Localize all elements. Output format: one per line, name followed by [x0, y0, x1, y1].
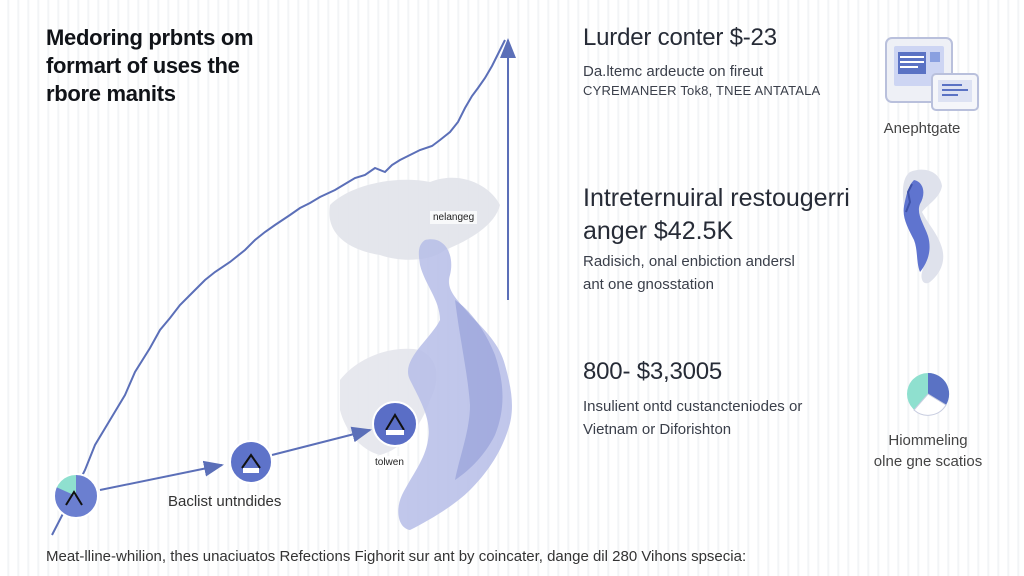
- vietnam-map-icon: [902, 169, 944, 284]
- section-3-line-2: Vietnam or Diforishton: [583, 421, 732, 438]
- trend-line: [51, 39, 506, 536]
- flow-arrow-1: [99, 460, 224, 491]
- section-3-icon-caption-line-2: olne gne scatios: [873, 453, 983, 470]
- map-region-north: [329, 177, 500, 260]
- map-label-south: tolwen: [372, 456, 407, 469]
- section-3-icon-caption: Hiommeling olne gne scatios: [852, 430, 1004, 472]
- flow-node-1: [53, 473, 99, 519]
- section-2-title-line-1: Intreternuiral restougerri: [583, 184, 850, 212]
- section-3-icon-caption-line-1: Hiommeling: [888, 432, 968, 449]
- section-2-line-1: Radisich, onal enbiction andersl: [583, 253, 795, 270]
- map-country-body: [398, 239, 512, 531]
- section-2-line-2: ant one gnosstation: [583, 276, 714, 293]
- flow-arrow-2: [271, 426, 372, 456]
- map-label-north: nelangeg: [430, 211, 478, 224]
- pie-chart-icon: [907, 372, 950, 416]
- section-1-icon-caption: Anephtgate: [883, 120, 961, 137]
- section-2-title: Intreternuiral restougerri anger $42.5K: [583, 182, 850, 248]
- footer-text: Meat-lline-whilion, thes unaciuatos Refe…: [46, 548, 747, 565]
- section-1-title: Lurder conter $-23: [583, 24, 777, 51]
- header-title: Medoring prbnts om formart of uses the r…: [46, 24, 306, 108]
- map-country-shade: [455, 300, 503, 480]
- flow-node-label: Baclist untndides: [168, 493, 282, 510]
- header-title-line-2: formart of uses the: [46, 53, 240, 78]
- section-3-line-1: Insulient ontd custancteniodes or: [583, 398, 803, 415]
- flow-node-3: [372, 401, 418, 447]
- section-3-title: 800- $3,3005: [583, 358, 723, 385]
- header-title-line-3: rbore manits: [46, 81, 176, 106]
- flow-node-2: [229, 440, 273, 484]
- monitor-documents-icon: [885, 37, 979, 111]
- section-2-title-line-2: anger $42.5K: [583, 217, 734, 245]
- section-1-line-2: CYREMANEER Tok8, TNEE ANTATALA: [583, 83, 821, 98]
- section-1-line-1: Da.ltemc ardeucte on fireut: [583, 63, 764, 80]
- header-title-line-1: Medoring prbnts om: [46, 25, 254, 50]
